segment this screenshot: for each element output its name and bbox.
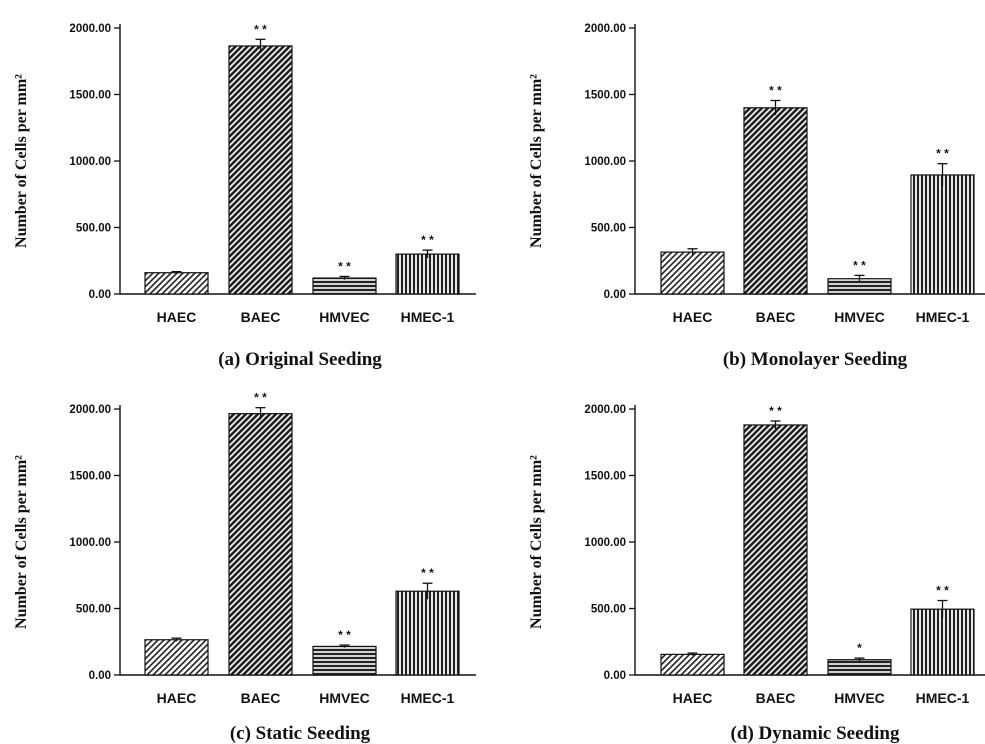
bar-hmec-1 [395,253,460,295]
y-axis-label: Number of Cells per mm² [13,74,30,248]
chart-panel-0: 0.00 500.00 1000.00 1500.00 2000.00 Number of… [13,22,476,370]
significance-marker: * * [421,233,434,247]
bar-baec [743,107,808,295]
y-axis-label: Number of Cells per mm² [528,74,545,248]
y-tick-label: 1500.00 [584,471,626,483]
y-tick-label: 500.00 [76,223,111,235]
panel-caption: (b) Monolayer Seeding [723,349,908,370]
significance-marker: * [857,641,862,655]
bar-baec [228,45,293,295]
x-tick-label: HAEC [673,690,713,706]
bar-haec [144,272,209,295]
y-tick-label: 1500.00 [584,90,626,102]
significance-marker: * * [338,259,351,273]
chart-panel-2: 0.00 500.00 1000.00 1500.00 2000.00 Number of… [13,391,476,744]
y-tick-label: 500.00 [76,604,111,616]
panel-caption: (c) Static Seeding [230,723,371,744]
x-tick-label: HMEC-1 [916,309,970,325]
bar-baec [228,413,293,676]
bar-haec [660,251,725,295]
x-tick-label: HMVEC [319,690,370,706]
bar-hmec-1 [910,174,975,295]
x-tick-label: HAEC [157,690,197,706]
y-tick-label: 1000.00 [584,156,626,168]
y-tick-label: 1000.00 [584,537,626,549]
y-tick-label: 2000.00 [584,23,626,35]
x-tick-label: HAEC [673,309,713,325]
x-tick-label: HMEC-1 [401,690,455,706]
y-axis-label: Number of Cells per mm² [13,455,30,629]
chart-panel-1: 0.00 500.00 1000.00 1500.00 2000.00 Number of… [528,23,985,370]
panel-caption: (a) Original Seeding [218,349,382,370]
x-tick-label: BAEC [241,309,281,325]
bar-hmec-1 [910,608,975,676]
y-tick-label: 2000.00 [69,23,111,35]
y-tick-label: 0.00 [604,289,626,301]
y-tick-label: 500.00 [591,604,626,616]
significance-marker: * * [338,628,351,642]
x-tick-label: HMVEC [834,309,885,325]
y-tick-label: 1500.00 [69,90,111,102]
bar-haec [144,639,209,676]
significance-marker: * * [421,566,434,580]
y-tick-label: 1000.00 [69,537,111,549]
x-tick-label: BAEC [756,309,796,325]
bar-haec [660,653,725,676]
bar-hmvec [312,277,377,295]
significance-marker: * * [853,258,866,272]
significance-marker: * * [936,147,949,161]
x-tick-label: HMEC-1 [916,690,970,706]
bar-hmvec [312,645,377,676]
y-tick-label: 0.00 [89,289,111,301]
significance-marker: * * [254,391,267,405]
significance-marker: * * [254,22,267,36]
x-tick-label: HMVEC [319,309,370,325]
x-tick-label: HMVEC [834,690,885,706]
significance-marker: * * [936,584,949,598]
x-tick-label: HMEC-1 [401,309,455,325]
y-tick-label: 500.00 [591,223,626,235]
x-tick-label: HAEC [157,309,197,325]
y-axis-label: Number of Cells per mm² [528,455,545,629]
y-tick-label: 2000.00 [584,404,626,416]
significance-marker: * * [769,404,782,418]
bar-baec [743,424,808,676]
y-tick-label: 0.00 [89,670,111,682]
y-tick-label: 1000.00 [69,156,111,168]
x-tick-label: BAEC [241,690,281,706]
y-tick-label: 0.00 [604,670,626,682]
y-tick-label: 1500.00 [69,471,111,483]
chart-panel-3: 0.00 500.00 1000.00 1500.00 2000.00 Number of… [528,404,985,744]
y-tick-label: 2000.00 [69,404,111,416]
bar-hmvec [827,659,892,676]
significance-marker: * * [769,83,782,97]
panel-caption: (d) Dynamic Seeding [731,723,900,744]
x-tick-label: BAEC [756,690,796,706]
bar-hmec-1 [395,590,460,676]
